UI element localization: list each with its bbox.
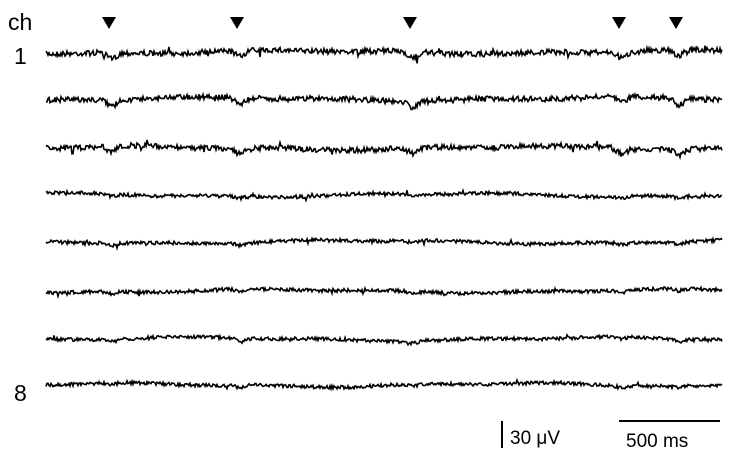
channel-trace-3 <box>45 139 723 161</box>
channel-trace-2 <box>45 91 723 111</box>
channel-header-label: ch <box>8 9 32 35</box>
channel-trace-1 <box>45 44 723 64</box>
event-marker-1 <box>102 17 116 29</box>
event-markers <box>102 17 683 29</box>
channel-traces <box>45 44 723 392</box>
channel-trace-8 <box>45 377 723 392</box>
event-marker-4 <box>612 17 626 29</box>
channel-trace-7 <box>45 333 723 347</box>
channel-trace-4 <box>45 188 723 203</box>
channel-label-last: 8 <box>14 380 27 406</box>
time-scale-label: 500 ms <box>626 431 688 452</box>
channel-trace-6 <box>45 285 723 300</box>
event-marker-5 <box>669 17 683 29</box>
voltage-scale-label: 30 μV <box>510 428 560 449</box>
channel-label-first: 1 <box>14 43 27 69</box>
event-marker-2 <box>230 17 244 29</box>
channel-trace-5 <box>45 236 723 252</box>
event-marker-3 <box>403 17 417 29</box>
